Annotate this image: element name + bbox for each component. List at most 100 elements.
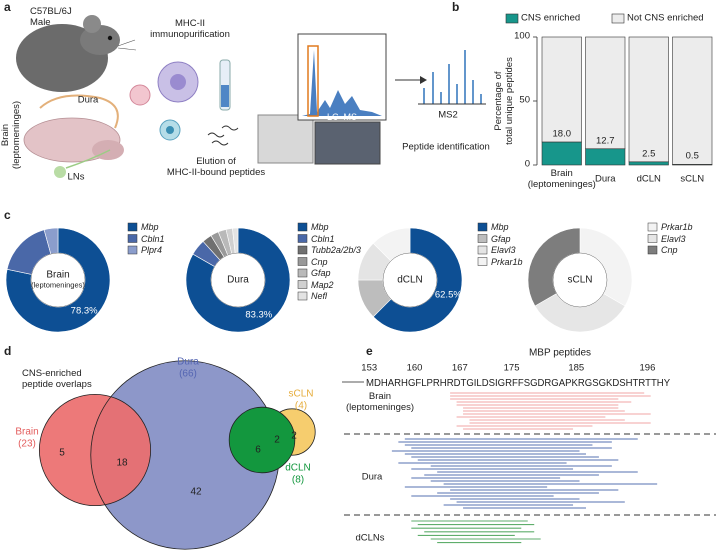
lc-instrument <box>257 114 314 164</box>
venn-set <box>38 393 152 507</box>
spectrum-label: MS2 <box>438 109 458 121</box>
panel-title: MBP peptides <box>528 347 592 359</box>
dura-sketch <box>39 94 119 129</box>
legend-swatch <box>297 245 308 255</box>
legend-swatch <box>505 13 519 24</box>
legend-label: Mbp <box>491 221 509 232</box>
legend-swatch <box>297 280 308 289</box>
panel-letter: a <box>4 0 11 15</box>
lymph-vessel <box>65 149 111 169</box>
pie-hole-outline <box>552 252 608 308</box>
legend-swatch <box>297 234 308 243</box>
step-label: MHC-II immunopurification <box>150 18 230 40</box>
tissue-label: Dura <box>77 94 99 106</box>
legend-swatch <box>477 245 488 255</box>
pie-hole-outline <box>210 252 266 308</box>
x-tick-label: dCLN <box>636 173 661 185</box>
legend-swatch <box>477 257 488 266</box>
legend-label: Cnp <box>661 244 678 255</box>
arrow-head <box>420 76 427 84</box>
selected-peak <box>307 45 319 117</box>
legend-label: Map2 <box>311 279 334 290</box>
position-label: 175 <box>503 362 520 374</box>
position-label: 167 <box>451 362 468 374</box>
region-count: 5 <box>59 447 65 459</box>
legend-label: Mbp <box>311 221 329 232</box>
legend-label: Cnp <box>311 256 328 267</box>
column-resin <box>221 85 229 107</box>
group-label: Dura <box>361 471 383 483</box>
value-label: 62.5% <box>434 289 462 301</box>
y-tick-label: 100 <box>514 30 530 42</box>
group-label: Brain (leptomeninges) <box>345 391 415 413</box>
set-count: (8) <box>291 474 305 486</box>
legend-swatch <box>477 222 488 232</box>
legend-label: Gfap <box>311 267 331 278</box>
lymph-node <box>54 166 66 178</box>
legend-swatch <box>647 222 658 232</box>
pie-hole-outline <box>382 252 438 308</box>
bar-segment <box>585 36 626 150</box>
center-label: Brain <box>46 269 70 281</box>
legend-label: Prkar1b <box>661 221 693 232</box>
panel-letter: e <box>366 344 373 359</box>
value-label: 78.3% <box>70 305 98 317</box>
legend-label: Cbln1 <box>311 233 335 244</box>
legend-swatch <box>127 222 138 232</box>
bar-segment <box>672 36 713 165</box>
value-label: 2.5 <box>642 148 656 160</box>
tissue-label: Brain (leptomeninges) <box>0 100 22 170</box>
legend-label: Elavl3 <box>661 233 686 244</box>
pie-slice <box>527 227 581 307</box>
panel-letter: b <box>452 0 460 15</box>
legend-label: Prkar1b <box>491 256 523 267</box>
legend-swatch <box>297 257 308 266</box>
pie-hole-outline <box>30 252 86 308</box>
mouse-label: C57BL/6J Male <box>30 6 72 28</box>
pie-slice <box>534 293 626 333</box>
step-label: Elution of MHC-II-bound peptides <box>166 156 266 178</box>
peptides-sketch <box>207 125 239 146</box>
instrument-label: LC–MS <box>326 111 358 122</box>
legend-label: Nefl <box>311 290 328 301</box>
bar-segment <box>628 161 669 166</box>
tissue-label: LNs <box>67 171 85 183</box>
bar-segment <box>628 36 669 163</box>
whiskers <box>117 39 137 51</box>
set-name: Brain <box>15 426 39 438</box>
venn-set <box>90 360 280 550</box>
bar-segment <box>541 141 582 166</box>
legend-label: CNS enriched <box>521 12 581 24</box>
mouse-eye <box>107 35 113 41</box>
center-label: Dura <box>227 274 249 286</box>
value-label: 18.0 <box>552 128 572 140</box>
y-tick-label: 0 <box>524 158 530 170</box>
legend-swatch <box>127 245 138 255</box>
center-label: dCLN <box>397 274 423 286</box>
set-name: Dura <box>177 356 199 368</box>
legend-label: Cbln1 <box>141 233 165 244</box>
legend-swatch <box>297 291 308 301</box>
region-count: 2 <box>274 434 280 446</box>
position-label: 153 <box>361 362 378 374</box>
region-count: 2 <box>291 430 297 442</box>
center-label: sCLN <box>567 274 593 286</box>
region-count: 18 <box>116 457 128 469</box>
set-name: dCLN <box>285 462 311 474</box>
legend-swatch <box>647 234 658 243</box>
legend-label: Plpr4 <box>141 244 163 255</box>
bar-segment <box>585 148 626 166</box>
value-label: 83.3% <box>245 309 273 321</box>
legend-swatch <box>297 222 308 232</box>
cell-nucleus <box>166 126 174 134</box>
step-label: Peptide identification <box>402 141 490 153</box>
legend-label: Tubb2a/2b/3 <box>311 244 361 255</box>
set-count: (66) <box>179 368 197 380</box>
cell-nucleus <box>170 74 186 90</box>
illustration <box>16 15 486 178</box>
cell <box>129 84 151 106</box>
legend-swatch <box>297 268 308 278</box>
bar-segment <box>541 36 582 143</box>
